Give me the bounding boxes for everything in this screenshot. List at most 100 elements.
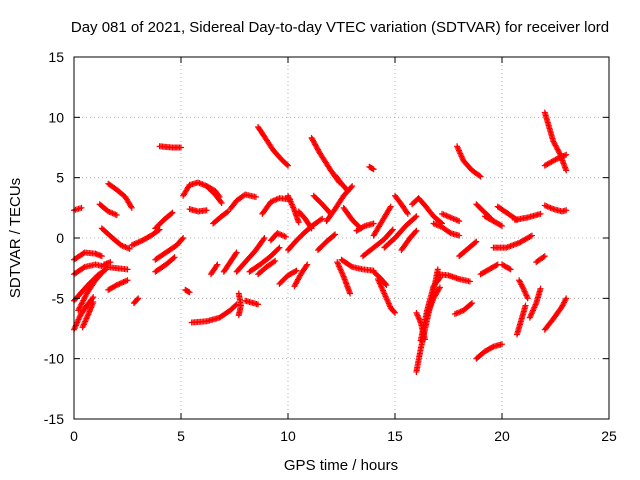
data-point bbox=[413, 309, 420, 316]
data-point bbox=[520, 285, 527, 292]
data-point bbox=[456, 232, 463, 239]
data-point bbox=[507, 266, 514, 273]
data-point bbox=[103, 266, 110, 273]
data-point bbox=[128, 204, 135, 211]
data-point bbox=[414, 312, 421, 319]
data-point bbox=[124, 266, 131, 273]
data-point bbox=[132, 240, 139, 247]
data-point bbox=[467, 301, 474, 308]
data-point bbox=[120, 279, 127, 286]
data-point bbox=[232, 302, 239, 309]
data-point bbox=[387, 203, 394, 210]
data-point bbox=[78, 204, 85, 211]
data-point bbox=[456, 218, 463, 225]
data-point bbox=[415, 315, 422, 322]
data-point bbox=[101, 267, 108, 274]
data-point bbox=[497, 222, 504, 229]
data-point bbox=[203, 207, 210, 214]
data-point bbox=[551, 157, 558, 164]
data-point bbox=[90, 298, 97, 305]
data-point bbox=[156, 226, 163, 233]
data-point bbox=[80, 264, 87, 271]
data-point bbox=[292, 268, 299, 275]
data-point bbox=[527, 233, 534, 240]
data-point bbox=[557, 154, 564, 161]
data-point bbox=[349, 183, 356, 190]
data-points bbox=[71, 109, 570, 375]
data-point bbox=[171, 254, 178, 261]
data-point bbox=[563, 295, 570, 302]
data-point bbox=[116, 280, 123, 287]
data-point bbox=[414, 311, 421, 318]
data-point bbox=[319, 215, 326, 222]
data-point bbox=[469, 300, 476, 307]
data-point bbox=[386, 204, 393, 211]
data-point bbox=[344, 187, 351, 194]
data-point bbox=[131, 241, 138, 248]
data-point bbox=[97, 271, 104, 278]
data-point bbox=[218, 200, 225, 207]
data-point bbox=[261, 235, 268, 241]
data-point bbox=[537, 285, 544, 292]
data-point bbox=[179, 236, 186, 243]
data-point bbox=[489, 344, 496, 351]
data-point bbox=[98, 269, 105, 276]
data-point bbox=[180, 235, 187, 241]
data-point bbox=[360, 223, 367, 230]
data-point bbox=[119, 279, 126, 286]
data-point bbox=[415, 313, 422, 320]
data-point bbox=[135, 295, 142, 302]
data-point bbox=[215, 192, 222, 199]
data-point bbox=[370, 166, 377, 173]
data-point bbox=[252, 193, 259, 200]
data-point bbox=[283, 161, 290, 168]
data-point bbox=[169, 209, 176, 216]
data-point bbox=[107, 259, 114, 266]
data-point bbox=[552, 156, 559, 163]
data-point bbox=[270, 258, 277, 265]
data-point bbox=[186, 289, 193, 296]
y-tick-label: -15 bbox=[44, 411, 64, 427]
data-point bbox=[224, 209, 231, 216]
data-point bbox=[522, 302, 529, 309]
data-point bbox=[472, 239, 479, 246]
data-point bbox=[124, 277, 131, 284]
y-tick-label: 5 bbox=[56, 170, 64, 186]
data-point bbox=[233, 249, 240, 256]
data-point bbox=[127, 203, 134, 210]
data-point bbox=[404, 210, 411, 217]
data-point bbox=[413, 227, 420, 234]
data-point bbox=[344, 186, 351, 193]
data-point bbox=[128, 242, 135, 249]
data-point bbox=[473, 238, 480, 245]
data-point bbox=[332, 231, 339, 238]
data-point bbox=[348, 263, 355, 270]
data-point bbox=[293, 267, 300, 274]
x-axis-label: GPS time / hours bbox=[284, 457, 398, 474]
data-point bbox=[553, 155, 560, 162]
data-point bbox=[121, 278, 128, 285]
data-point bbox=[555, 155, 562, 162]
axis-ticks: 0 5 10 15 20 25 -15 -10 -5 0 5 10 15 bbox=[44, 49, 617, 444]
data-point bbox=[560, 152, 567, 159]
data-point bbox=[216, 193, 223, 200]
y-tick-label: -10 bbox=[44, 351, 64, 367]
data-point bbox=[391, 308, 398, 315]
data-point bbox=[404, 209, 411, 216]
data-point bbox=[466, 278, 473, 285]
data-point bbox=[130, 241, 137, 248]
data-point bbox=[383, 282, 390, 289]
data-point bbox=[331, 232, 338, 239]
data-point bbox=[388, 227, 395, 234]
data-point bbox=[556, 154, 563, 161]
data-point bbox=[413, 213, 420, 220]
data-point bbox=[563, 207, 570, 214]
data-point bbox=[275, 245, 282, 252]
data-point bbox=[115, 281, 122, 288]
data-point bbox=[260, 236, 267, 243]
data-point bbox=[436, 285, 443, 292]
data-point bbox=[170, 255, 177, 262]
data-point bbox=[135, 239, 142, 246]
data-point bbox=[369, 165, 376, 172]
data-point bbox=[499, 222, 505, 229]
